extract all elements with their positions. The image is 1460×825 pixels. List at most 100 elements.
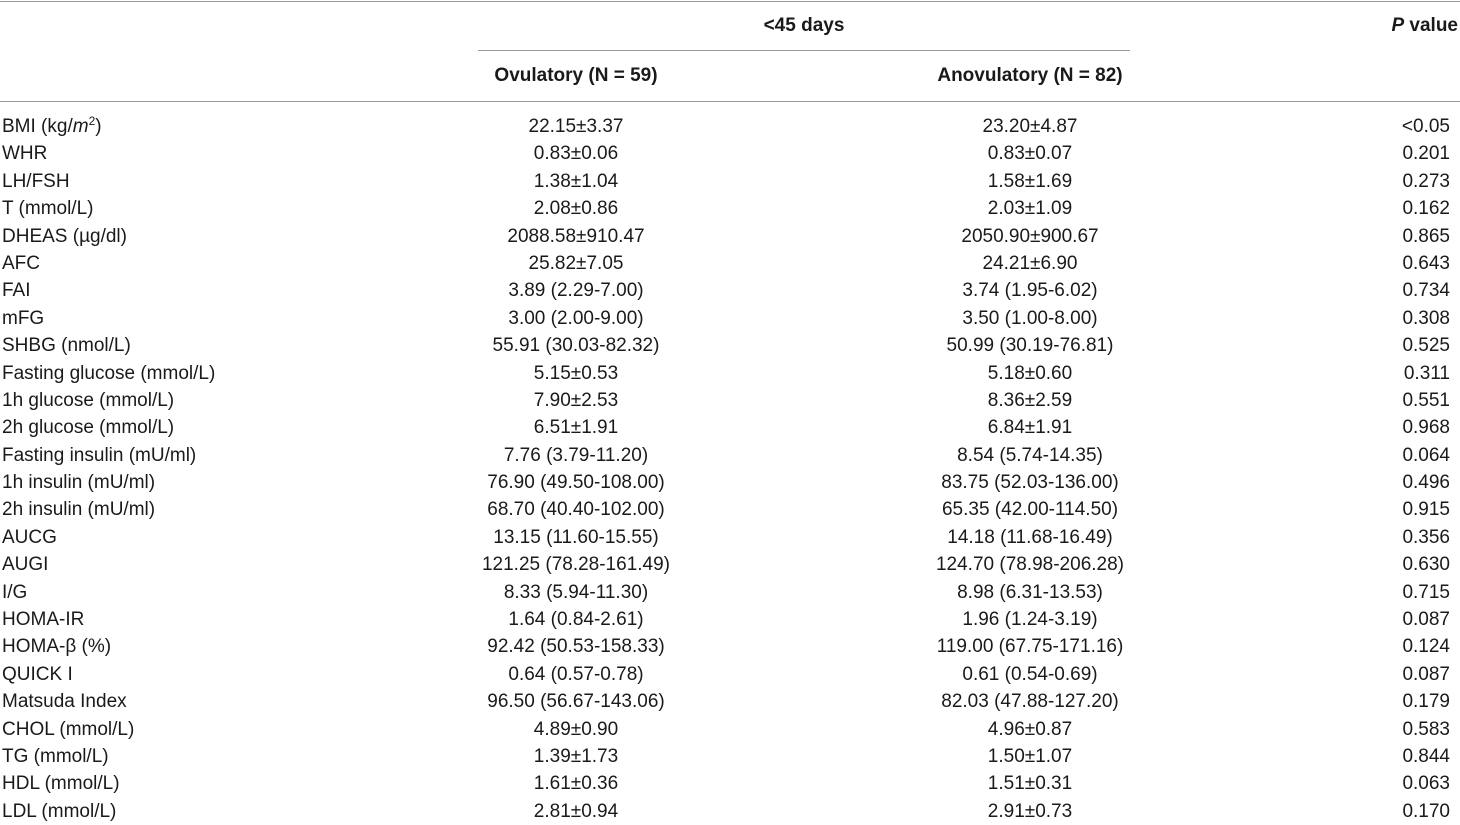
cell-ovulatory: 2.81±0.94 <box>533 800 619 822</box>
cell-ovulatory: 121.25 (78.28-161.49) <box>481 554 671 576</box>
bmi-label-unit: m <box>72 116 89 137</box>
cell-p-value: 0.630 <box>1402 554 1450 576</box>
row-label: LH/FSH <box>2 170 70 192</box>
table-row: Fasting glucose (mmol/L) 5.15±0.53 5.18±0.… <box>0 360 1460 387</box>
cell-p-value: 0.734 <box>1402 280 1450 302</box>
table-row: 2h insulin (mU/ml) 68.70 (40.40-102.00) 65… <box>0 496 1460 523</box>
cell-ovulatory: 13.15 (11.60-15.55) <box>493 526 659 548</box>
row-label: AFC <box>2 252 40 274</box>
table-row: SHBG (nmol/L) 55.91 (30.03-82.32) 50.99 (3… <box>0 332 1460 359</box>
cell-ovulatory: 96.50 (56.67-143.06) <box>487 691 665 713</box>
cell-p-value: 0.124 <box>1402 636 1450 658</box>
cell-p-value: 0.201 <box>1402 143 1450 165</box>
bmi-label-superscript: 2 <box>88 114 96 128</box>
cell-p-value: 0.915 <box>1402 499 1450 521</box>
cell-anovulatory: 24.21±6.90 <box>982 252 1078 274</box>
table-row: HDL (mmol/L) 1.61±0.36 1.51±0.31 0.063 <box>0 770 1460 797</box>
table-row: AFC 25.82±7.05 24.21±6.90 0.643 <box>0 250 1460 277</box>
table-row: T (mmol/L) 2.08±0.86 2.03±1.09 0.162 <box>0 195 1460 222</box>
cell-p-value: 0.525 <box>1402 335 1450 357</box>
cell-p-value: 0.179 <box>1402 691 1450 713</box>
cell-ovulatory: 25.82±7.05 <box>528 252 624 274</box>
cell-p-value: 0.162 <box>1402 198 1450 220</box>
row-label: WHR <box>2 143 48 165</box>
row-label: LDL (mmol/L) <box>2 800 117 822</box>
row-label: HOMA-IR <box>2 609 85 631</box>
cell-anovulatory: 1.96 (1.24-3.19) <box>962 609 1098 631</box>
row-label: 1h insulin (mU/ml) <box>2 472 156 494</box>
cell-p-value: 0.583 <box>1402 718 1450 740</box>
cell-ovulatory: 1.64 (0.84-2.61) <box>508 609 644 631</box>
group-rule <box>478 50 1130 51</box>
cell-anovulatory: 3.74 (1.95-6.02) <box>962 280 1098 302</box>
cell-anovulatory: 1.50±1.07 <box>987 745 1073 767</box>
table-body: BMI (kg/m2) 22.15±3.37 23.20±4.87 <0.05 WHR 0… <box>0 113 1460 825</box>
table-row: HOMA-β (%) 92.42 (50.53-158.33) 119.00 (67… <box>0 633 1460 660</box>
cell-anovulatory: 83.75 (52.03-136.00) <box>941 472 1119 494</box>
cell-anovulatory: 2.03±1.09 <box>987 198 1073 220</box>
cell-ovulatory: 8.33 (5.94-11.30) <box>503 581 649 603</box>
cell-p-value: 0.496 <box>1402 472 1450 494</box>
cell-p-value: 0.865 <box>1402 225 1450 247</box>
row-label: I/G <box>2 581 28 603</box>
row-label: Fasting insulin (mU/ml) <box>2 444 197 466</box>
table-row: AUGI 121.25 (78.28-161.49) 124.70 (78.98-2… <box>0 551 1460 578</box>
bmi-label-suffix: ) <box>95 116 102 137</box>
cell-anovulatory: 50.99 (30.19-76.81) <box>946 335 1114 357</box>
cell-anovulatory: 1.51±0.31 <box>987 773 1073 795</box>
cell-p-value: 0.273 <box>1402 170 1450 192</box>
table-row: TG (mmol/L) 1.39±1.73 1.50±1.07 0.844 <box>0 743 1460 770</box>
row-label: AUGI <box>2 554 49 576</box>
row-label: CHOL (mmol/L) <box>2 718 135 740</box>
cell-p-value: 0.551 <box>1402 389 1450 411</box>
cell-ovulatory: 4.89±0.90 <box>533 718 619 740</box>
cell-ovulatory: 1.61±0.36 <box>533 773 619 795</box>
header-rule <box>0 101 1460 102</box>
cell-p-value: 0.064 <box>1402 444 1450 466</box>
cell-p-value: 0.311 <box>1403 362 1450 384</box>
row-label: QUICK I <box>2 663 73 685</box>
group-header: <45 days <box>763 15 845 36</box>
row-label: TG (mmol/L) <box>2 745 109 767</box>
cell-ovulatory: 55.91 (30.03-82.32) <box>492 335 660 357</box>
cell-anovulatory: 4.96±0.87 <box>987 718 1073 740</box>
cell-ovulatory: 1.38±1.04 <box>533 170 619 192</box>
p-value-header-italic: P <box>1391 15 1405 36</box>
table-row: WHR 0.83±0.06 0.83±0.07 0.201 <box>0 140 1460 167</box>
row-label: mFG <box>2 307 45 329</box>
table-row: HOMA-IR 1.64 (0.84-2.61) 1.96 (1.24-3.19) 0… <box>0 606 1460 633</box>
cell-anovulatory: 2.91±0.73 <box>987 800 1073 822</box>
row-label: DHEAS (µg/dl) <box>2 225 127 247</box>
table-row: DHEAS (µg/dl) 2088.58±910.47 2050.90±900.6… <box>0 223 1460 250</box>
cell-p-value: 0.308 <box>1402 307 1450 329</box>
table-row: 1h insulin (mU/ml) 76.90 (49.50-108.00) 83… <box>0 469 1460 496</box>
cell-anovulatory: 8.36±2.59 <box>987 389 1073 411</box>
cell-ovulatory: 92.42 (50.53-158.33) <box>487 636 665 658</box>
cell-p-value: 0.063 <box>1402 773 1450 795</box>
cell-p-value: 0.715 <box>1402 581 1450 603</box>
top-rule <box>0 1 1460 2</box>
cell-ovulatory: 6.51±1.91 <box>533 417 619 439</box>
cell-ovulatory: 0.83±0.06 <box>533 143 619 165</box>
cell-anovulatory: 119.00 (67.75-171.16) <box>936 636 1124 658</box>
row-label: 2h insulin (mU/ml) <box>2 499 156 521</box>
cell-p-value: 0.087 <box>1402 609 1450 631</box>
row-label: Matsuda Index <box>2 691 127 713</box>
table-row: QUICK I 0.64 (0.57-0.78) 0.61 (0.54-0.69) 0… <box>0 661 1460 688</box>
cell-anovulatory: 2050.90±900.67 <box>961 225 1099 247</box>
cell-p-value: 0.087 <box>1402 663 1450 685</box>
column-header-anovulatory: Anovulatory (N = 82) <box>937 65 1123 86</box>
cell-ovulatory: 2.08±0.86 <box>533 198 619 220</box>
table-row: LH/FSH 1.38±1.04 1.58±1.69 0.273 <box>0 168 1460 195</box>
row-label: Fasting glucose (mmol/L) <box>2 362 216 384</box>
cell-p-value: 0.968 <box>1402 417 1450 439</box>
table-row: AUCG 13.15 (11.60-15.55) 14.18 (11.68-16.4… <box>0 524 1460 551</box>
row-label: BMI (kg/m2) <box>2 113 102 140</box>
row-label: 2h glucose (mmol/L) <box>2 417 175 439</box>
row-label: AUCG <box>2 526 57 548</box>
cell-ovulatory: 0.64 (0.57-0.78) <box>508 663 644 685</box>
row-label: 1h glucose (mmol/L) <box>2 389 175 411</box>
cell-p-value: 0.643 <box>1402 252 1450 274</box>
cell-p-value: <0.05 <box>1401 116 1450 137</box>
cell-ovulatory: 3.00 (2.00-9.00) <box>508 307 644 329</box>
